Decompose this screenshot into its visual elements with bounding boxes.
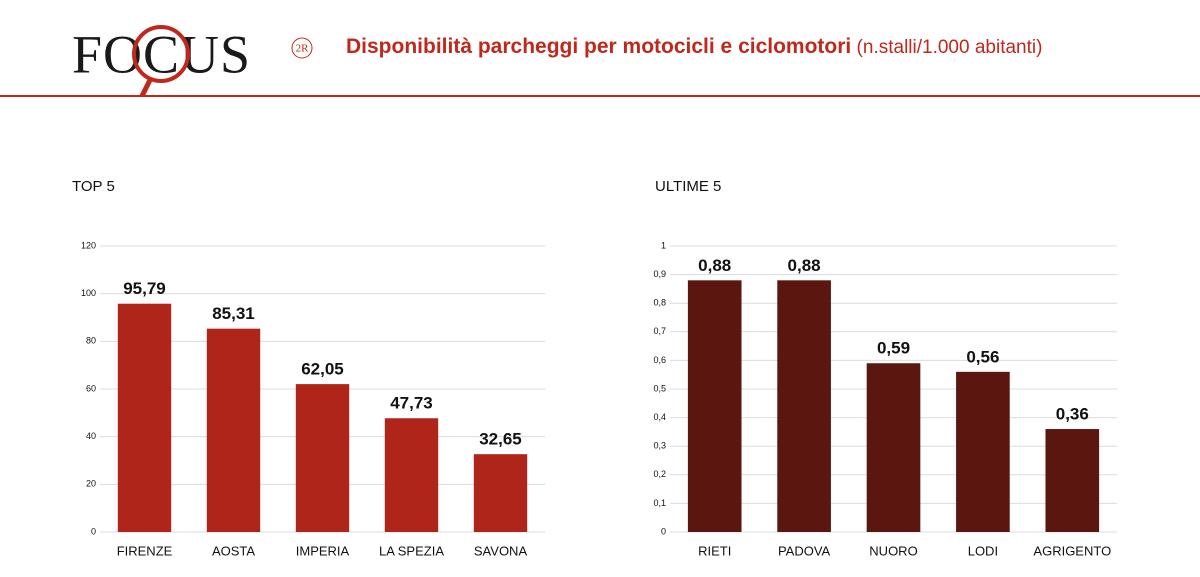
bar	[866, 363, 921, 532]
value-label: 47,73	[390, 394, 433, 413]
x-tick-label: IMPERIA	[296, 543, 350, 558]
x-tick-label: PADOVA	[778, 543, 831, 558]
y-tick-label: 100	[81, 288, 96, 298]
y-tick-label: 60	[86, 383, 96, 393]
x-tick-label: AOSTA	[212, 543, 255, 558]
y-tick-label: 0,6	[653, 355, 666, 365]
title-main: Disponibilità parcheggi per motocicli e …	[346, 35, 852, 58]
x-tick-label: AGRIGENTO	[1033, 543, 1111, 558]
y-tick-label: 0,2	[653, 469, 666, 479]
logo-mark: 2R	[296, 43, 310, 55]
value-label: 62,05	[301, 360, 344, 379]
x-tick-label: RIETI	[698, 543, 731, 558]
y-tick-label: 1	[661, 240, 666, 250]
chart-title: ULTIME 5	[655, 178, 721, 195]
title-box: Disponibilità parcheggi per motocicli e …	[346, 34, 1086, 60]
logo-mark-circle	[291, 37, 313, 59]
x-tick-label: LA SPEZIA	[379, 543, 444, 558]
value-label: 32,65	[479, 430, 522, 449]
bar	[956, 371, 1010, 532]
y-tick-label: 0,4	[653, 412, 666, 422]
y-tick-label: 0	[661, 526, 666, 536]
value-label: 95,79	[123, 279, 166, 298]
bar	[1045, 429, 1100, 532]
title-unit: (n.stalli/1.000 abitanti)	[856, 37, 1043, 58]
y-tick-label: 0,5	[653, 383, 666, 393]
value-label: 0,88	[788, 256, 821, 275]
bar	[473, 454, 528, 532]
bar	[206, 328, 261, 532]
y-tick-label: 0,1	[653, 498, 666, 508]
bar	[777, 280, 831, 532]
logo: FOCUS	[72, 24, 251, 84]
value-label: 85,31	[212, 304, 255, 323]
value-label: 0,36	[1056, 405, 1089, 424]
y-tick-label: 0,3	[653, 441, 666, 451]
x-tick-label: LODI	[968, 543, 998, 558]
y-tick-label: 20	[86, 479, 96, 489]
logo-lens	[132, 25, 190, 83]
title: Disponibilità parcheggi per motocicli e …	[346, 34, 1086, 60]
bar	[295, 384, 350, 532]
x-tick-label: FIRENZE	[117, 543, 173, 558]
y-tick-label: 0,7	[653, 326, 666, 336]
x-tick-label: SAVONA	[474, 543, 528, 558]
y-tick-label: 40	[86, 431, 96, 441]
value-label: 0,56	[966, 347, 999, 366]
y-tick-label: 80	[86, 336, 96, 346]
y-tick-label: 0	[91, 526, 96, 536]
y-tick-label: 0,8	[653, 298, 666, 308]
bar	[687, 280, 742, 532]
value-label: 0,88	[698, 256, 731, 275]
chart-title: TOP 5	[72, 178, 115, 195]
x-tick-label: NUORO	[869, 543, 917, 558]
value-label: 0,59	[877, 339, 910, 358]
y-tick-label: 120	[81, 240, 96, 250]
logo-handle	[139, 78, 153, 98]
bar	[384, 418, 439, 532]
bar	[117, 303, 172, 532]
y-tick-label: 0,9	[653, 269, 666, 279]
